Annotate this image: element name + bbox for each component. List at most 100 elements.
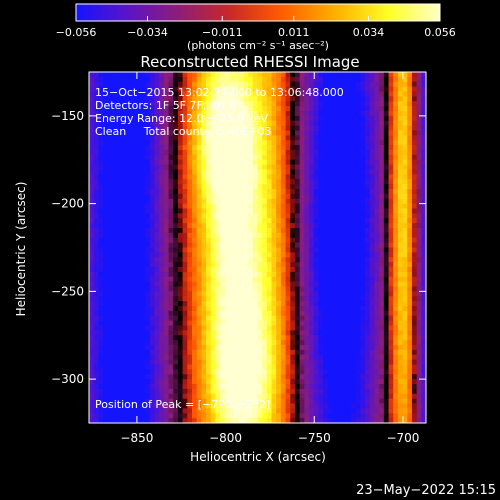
heatmap-pixel	[140, 72, 146, 78]
heatmap-pixel	[332, 267, 338, 273]
heatmap-pixel	[243, 247, 249, 253]
heatmap-pixel	[248, 281, 254, 288]
heatmap-pixel	[145, 184, 151, 190]
heatmap-pixel	[187, 193, 193, 200]
heatmap-pixel	[262, 130, 268, 136]
heatmap-pixel	[299, 388, 305, 395]
heatmap-pixel	[379, 325, 385, 331]
heatmap-pixel	[276, 120, 282, 127]
heatmap-pixel	[365, 291, 371, 297]
heatmap-pixel	[402, 379, 408, 385]
heatmap-pixel	[285, 213, 291, 219]
heatmap-pixel	[313, 398, 319, 405]
heatmap-pixel	[369, 393, 376, 400]
heatmap-pixel	[294, 262, 301, 268]
heatmap-pixel	[206, 86, 212, 93]
heatmap-pixel	[369, 369, 376, 375]
heatmap-pixel	[416, 203, 422, 210]
heatmap-pixel	[238, 281, 245, 288]
heatmap-pixel	[103, 257, 109, 263]
heatmap-pixel	[187, 106, 193, 112]
heatmap-pixel	[238, 359, 245, 366]
heatmap-pixel	[234, 189, 240, 195]
heatmap-pixel	[248, 208, 254, 214]
heatmap-pixel	[276, 203, 282, 210]
heatmap-pixel	[374, 130, 380, 136]
heatmap-pixel	[168, 111, 174, 117]
heatmap-pixel	[117, 330, 123, 336]
heatmap-pixel	[248, 72, 254, 78]
heatmap-pixel	[411, 159, 418, 166]
heatmap-pixel	[126, 408, 132, 414]
heatmap-pixel	[107, 257, 113, 263]
heatmap-pixel	[168, 330, 174, 336]
heatmap-pixel	[135, 310, 142, 317]
heatmap-pixel	[112, 174, 118, 180]
heatmap-pixel	[276, 130, 282, 136]
heatmap-pixel	[290, 198, 296, 205]
heatmap-pixel	[206, 237, 212, 244]
heatmap-pixel	[257, 223, 263, 229]
heatmap-pixel	[416, 379, 422, 385]
heatmap-pixel	[145, 393, 151, 400]
heatmap-pixel	[112, 76, 118, 83]
heatmap-pixel	[299, 291, 305, 297]
heatmap-pixel	[346, 310, 352, 317]
heatmap-pixel	[215, 237, 221, 244]
heatmap-pixel	[98, 301, 104, 307]
heatmap-pixel	[360, 135, 366, 141]
heatmap-pixel	[187, 247, 193, 253]
heatmap-pixel	[365, 145, 371, 151]
heatmap-pixel	[107, 242, 113, 249]
heatmap-pixel	[266, 257, 273, 263]
heatmap-pixel	[397, 135, 404, 141]
heatmap-pixel	[93, 271, 99, 278]
heatmap-pixel	[173, 369, 179, 375]
heatmap-pixel	[89, 184, 95, 190]
heatmap-pixel	[201, 301, 207, 307]
heatmap-pixel	[215, 86, 221, 93]
heatmap-pixel	[248, 364, 254, 370]
heatmap-pixel	[388, 120, 394, 127]
heatmap-pixel	[397, 76, 404, 83]
heatmap-pixel	[411, 174, 418, 180]
heatmap-pixel	[421, 86, 426, 93]
heatmap-pixel	[229, 193, 235, 200]
heatmap-pixel	[379, 388, 385, 395]
heatmap-pixel	[103, 301, 109, 307]
heatmap-pixel	[280, 320, 287, 327]
heatmap-pixel	[313, 198, 319, 205]
heatmap-pixel	[285, 384, 291, 390]
heatmap-pixel	[257, 379, 263, 385]
heatmap-pixel	[383, 76, 390, 83]
heatmap-pixel	[327, 393, 333, 400]
heatmap-pixel	[323, 150, 329, 156]
heatmap-pixel	[206, 247, 212, 253]
heatmap-pixel	[191, 349, 198, 356]
heatmap-pixel	[126, 330, 132, 336]
heatmap-pixel	[182, 345, 188, 351]
heatmap-pixel	[224, 296, 231, 302]
heatmap-pixel	[285, 374, 291, 380]
heatmap-pixel	[257, 72, 263, 78]
heatmap-pixel	[93, 403, 99, 409]
heatmap-pixel	[360, 76, 366, 83]
heatmap-pixel	[327, 398, 333, 405]
heatmap-pixel	[421, 189, 426, 195]
heatmap-pixel	[89, 408, 95, 414]
heatmap-pixel	[98, 393, 104, 400]
heatmap-pixel	[103, 262, 109, 268]
heatmap-pixel	[117, 388, 123, 395]
heatmap-pixel	[393, 247, 399, 253]
heatmap-pixel	[337, 325, 343, 331]
heatmap-pixel	[238, 115, 245, 122]
heatmap-pixel	[332, 359, 338, 366]
heatmap-pixel	[121, 120, 128, 127]
heatmap-pixel	[154, 179, 160, 185]
heatmap-pixel	[89, 101, 95, 107]
heatmap-pixel	[243, 203, 249, 210]
heatmap-pixel	[294, 257, 301, 263]
heatmap-pixel	[416, 145, 422, 151]
heatmap-pixel	[379, 291, 385, 297]
heatmap-pixel	[238, 106, 245, 112]
